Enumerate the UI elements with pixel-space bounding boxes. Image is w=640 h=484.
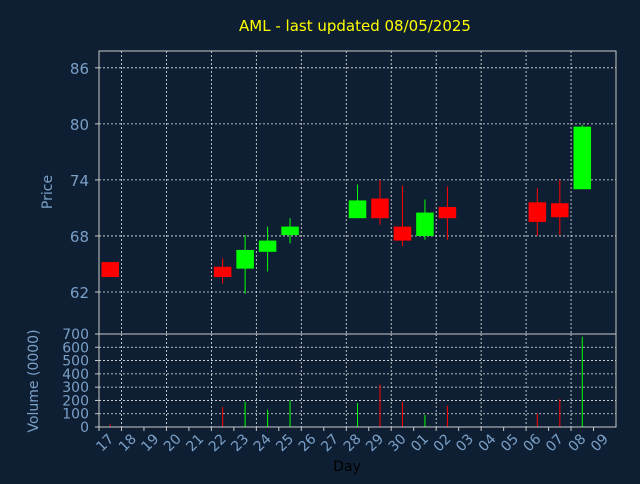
candle-body — [416, 212, 434, 236]
candle-body — [393, 226, 412, 241]
candle-body — [438, 206, 457, 219]
day-x-ticks: 1718192021222324252627282930010203040506… — [93, 427, 612, 455]
volume-tick-label: 600 — [62, 340, 89, 356]
volume-gridlines — [99, 334, 616, 427]
candle-body — [573, 126, 592, 190]
price-tick-label: 74 — [70, 172, 89, 190]
volume-axis-label: Volume (0000) — [26, 329, 42, 432]
volume-tick-label: 400 — [62, 367, 89, 383]
price-axis-label: Price — [40, 175, 56, 209]
price-tick-label: 80 — [70, 116, 89, 134]
candle-body — [281, 226, 299, 235]
day-axis-label: Day — [333, 459, 361, 475]
price-gridlines — [99, 51, 616, 334]
volume-tick-label: 100 — [62, 407, 89, 423]
price-tick-label: 62 — [70, 284, 89, 302]
volume-panel-frame — [98, 333, 617, 428]
candle-body — [101, 262, 120, 278]
volume-tick-label: 0 — [80, 420, 89, 436]
volume-tick-label: 200 — [62, 393, 89, 409]
volume-tick-label: 500 — [62, 354, 89, 370]
price-candles — [101, 124, 592, 294]
candle-body — [528, 202, 547, 222]
price-y-ticks: 62 68 74 80 86 — [70, 60, 99, 302]
candle-body — [258, 240, 277, 252]
chart-title: AML - last updated 08/05/2025 — [239, 17, 471, 35]
volume-tick-label: 300 — [62, 380, 89, 396]
candle-body — [371, 198, 389, 219]
price-tick-label: 68 — [70, 228, 89, 246]
candle-body — [236, 249, 254, 269]
volume-bars — [109, 336, 583, 427]
candle-body — [213, 266, 232, 278]
candle-body — [348, 200, 367, 219]
volume-tick-label: 700 — [62, 327, 89, 343]
candle-body — [551, 203, 569, 218]
price-tick-label: 86 — [70, 60, 89, 78]
